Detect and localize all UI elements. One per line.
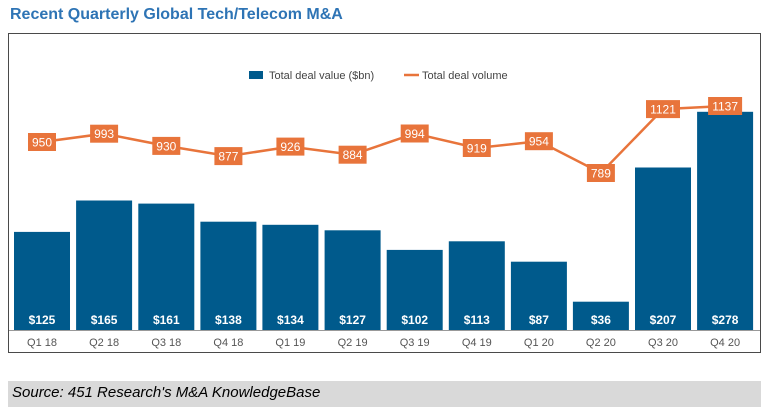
volume-series-points: 950 993 930 877 926 884 994 919 954 789 1121 1137 [28, 97, 743, 182]
volume-point-marker [708, 97, 743, 115]
x-tick-label: Q1 20 [524, 337, 554, 349]
x-tick-label: Q2 20 [586, 337, 616, 349]
bar-value-label: $207 [650, 313, 677, 327]
volume-point-marker [276, 137, 305, 156]
bar [572, 301, 629, 330]
x-tick-label: Q4 19 [462, 337, 492, 349]
volume-point-label: 877 [218, 150, 238, 164]
volume-point-marker [586, 164, 615, 182]
bar-value-label: $36 [591, 313, 611, 327]
x-tick-label: Q2 18 [89, 337, 119, 349]
legend: Total deal value ($bn) Total deal volume [249, 70, 508, 82]
bar-value-label: $134 [277, 313, 304, 327]
x-tick-label: Q4 18 [213, 337, 243, 349]
x-tick-label: Q3 20 [648, 337, 678, 349]
x-tick-label: Q3 18 [151, 337, 181, 349]
x-tick-label: Q1 18 [27, 337, 57, 349]
source-note: Source: 451 Research's M&A KnowledgeBase [8, 381, 761, 407]
volume-point-marker [462, 139, 491, 157]
volume-point-marker [152, 136, 181, 155]
volume-point-marker [90, 124, 119, 143]
bar-value-labels: $125 $165 $161 $138 $134 $127 $102 $113 $87 $36 $2… [29, 313, 739, 327]
volume-point-marker [400, 124, 429, 143]
volume-point-label: 950 [32, 136, 52, 150]
chart-frame: Total deal value ($bn) Total deal volume… [8, 33, 761, 353]
bar [200, 221, 257, 330]
legend-bar-swatch [249, 71, 263, 79]
bar-value-label: $87 [529, 313, 549, 327]
bar [76, 200, 133, 330]
bar [697, 111, 754, 330]
bar [386, 249, 443, 330]
x-tick-label: Q4 20 [710, 337, 740, 349]
bar-value-label: $161 [153, 313, 180, 327]
bar [448, 241, 505, 330]
bar-value-label: $125 [29, 313, 56, 327]
volume-point-label: 1137 [712, 100, 738, 114]
volume-point-marker [28, 133, 56, 151]
bar-value-label: $127 [339, 313, 366, 327]
volume-point-label: 1121 [650, 103, 676, 117]
bar [138, 203, 195, 330]
bar-value-label: $278 [712, 313, 739, 327]
page-title: Recent Quarterly Global Tech/Telecom M&A [10, 6, 343, 23]
volume-point-label: 926 [280, 140, 300, 154]
bar [262, 224, 319, 330]
volume-point-marker [214, 147, 243, 166]
bar-series [14, 111, 754, 330]
legend-bar-label: Total deal value ($bn) [269, 70, 374, 82]
x-tick-label: Q2 19 [338, 337, 368, 349]
volume-point-label: 884 [343, 148, 363, 162]
legend-line-label: Total deal volume [422, 70, 508, 82]
volume-point-label: 993 [94, 127, 114, 141]
bar-value-label: $138 [215, 313, 242, 327]
volume-point-label: 930 [156, 139, 176, 153]
x-axis-tick-labels: Q1 18 Q2 18 Q3 18 Q4 18 Q1 19 Q2 19 Q3 19 Q4 19… [27, 337, 740, 349]
bar [14, 231, 70, 330]
bar [635, 167, 691, 330]
volume-point-marker [646, 100, 680, 119]
bar [324, 230, 381, 330]
x-tick-label: Q3 19 [400, 337, 430, 349]
volume-point-marker [524, 132, 553, 151]
bar-value-label: $113 [464, 313, 490, 327]
x-tick-label: Q1 19 [275, 337, 305, 349]
volume-point-label: 789 [591, 167, 611, 181]
volume-point-label: 954 [529, 135, 549, 149]
volume-point-marker [338, 145, 367, 164]
bar-value-label: $102 [401, 313, 428, 327]
bar [510, 261, 567, 330]
bar-value-label: $165 [91, 313, 118, 327]
chart: Total deal value ($bn) Total deal volume… [9, 70, 760, 349]
volume-series-line [41, 104, 726, 175]
volume-point-label: 994 [405, 127, 425, 141]
volume-point-label: 919 [467, 142, 487, 156]
